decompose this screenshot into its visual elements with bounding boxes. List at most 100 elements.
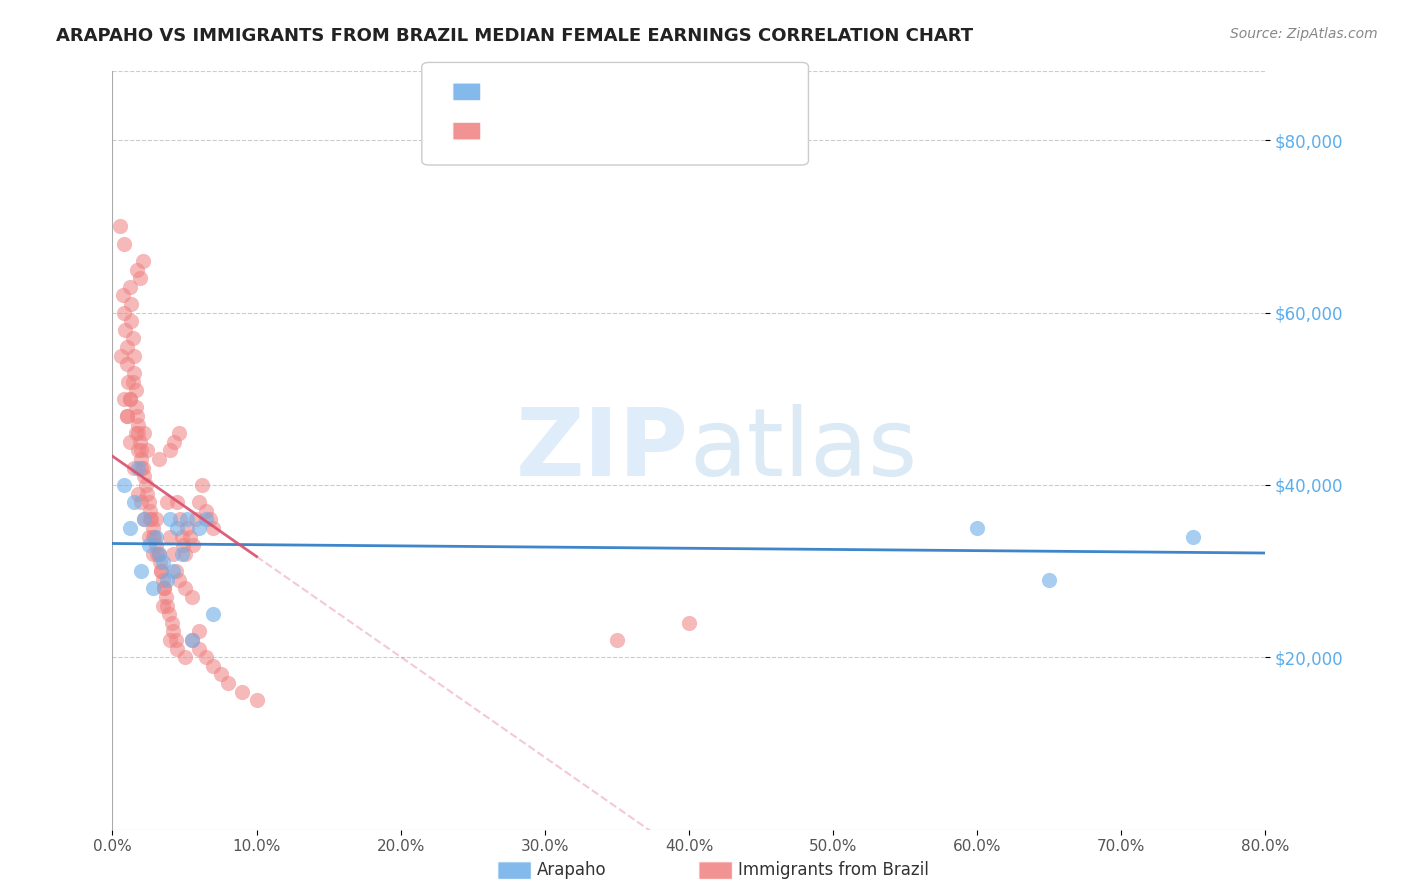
Point — [1038, 573, 1060, 587]
Point — [217, 676, 239, 690]
Point — [145, 538, 167, 552]
Point — [125, 409, 148, 423]
Point — [162, 624, 184, 639]
Point — [179, 530, 201, 544]
Point — [231, 684, 253, 698]
Point — [156, 495, 179, 509]
Point — [139, 512, 162, 526]
Point — [118, 521, 141, 535]
Point — [173, 650, 195, 665]
Point — [146, 547, 169, 561]
Point — [117, 375, 139, 389]
Point — [246, 693, 269, 707]
Point — [167, 426, 190, 441]
Point — [184, 512, 207, 526]
Point — [159, 633, 181, 648]
Text: R =: R = — [494, 124, 529, 138]
Point — [118, 392, 141, 406]
Point — [118, 392, 141, 406]
Point — [163, 434, 186, 449]
Point — [112, 392, 135, 406]
Point — [129, 443, 153, 458]
Point — [129, 452, 153, 467]
Point — [188, 521, 211, 535]
Point — [159, 512, 181, 526]
Text: Immigrants from Brazil: Immigrants from Brazil — [738, 861, 929, 879]
Point — [138, 530, 160, 544]
Point — [678, 615, 700, 630]
Point — [156, 599, 179, 613]
Point — [1182, 530, 1205, 544]
Point — [112, 478, 135, 492]
Point — [134, 426, 156, 441]
Point — [166, 495, 188, 509]
Point — [120, 297, 142, 311]
Point — [191, 478, 214, 492]
Point — [141, 512, 163, 526]
Point — [152, 599, 174, 613]
Point — [143, 530, 166, 544]
Point — [136, 486, 159, 500]
Point — [162, 547, 184, 561]
Point — [124, 383, 146, 397]
Point — [606, 633, 628, 648]
Point — [195, 650, 218, 665]
Point — [166, 641, 188, 656]
Point — [139, 504, 162, 518]
Point — [170, 547, 193, 561]
Point — [195, 512, 218, 526]
Point — [202, 521, 225, 535]
Point — [150, 564, 173, 578]
Point — [145, 530, 167, 544]
Point — [155, 590, 177, 604]
Point — [124, 401, 146, 415]
Point — [121, 331, 143, 345]
Point — [115, 357, 138, 371]
Point — [156, 573, 179, 587]
Point — [124, 426, 146, 441]
Point — [114, 323, 136, 337]
Text: R =: R = — [494, 85, 529, 99]
Point — [138, 495, 160, 509]
Point — [128, 271, 150, 285]
Point — [127, 417, 149, 432]
Point — [173, 547, 195, 561]
Point — [142, 547, 165, 561]
Text: N = 111: N = 111 — [620, 124, 692, 138]
Point — [134, 512, 156, 526]
Point — [118, 434, 141, 449]
Point — [110, 349, 132, 363]
Point — [129, 564, 153, 578]
Point — [135, 478, 157, 492]
Point — [180, 633, 202, 648]
Point — [150, 564, 173, 578]
Point — [195, 504, 218, 518]
Point — [200, 512, 222, 526]
Point — [127, 460, 149, 475]
Point — [188, 624, 211, 639]
Point — [176, 521, 198, 535]
Text: Arapaho: Arapaho — [537, 861, 607, 879]
Point — [134, 512, 156, 526]
Point — [111, 288, 134, 302]
Point — [172, 538, 194, 552]
Point — [167, 573, 190, 587]
Point — [202, 607, 225, 622]
Point — [142, 521, 165, 535]
Point — [142, 530, 165, 544]
Point — [149, 556, 172, 570]
Point — [148, 452, 170, 467]
Point — [122, 366, 145, 380]
Point — [166, 521, 188, 535]
Point — [160, 615, 183, 630]
Point — [142, 582, 165, 596]
Text: Source: ZipAtlas.com: Source: ZipAtlas.com — [1230, 27, 1378, 41]
Point — [127, 486, 149, 500]
Point — [966, 521, 988, 535]
Point — [148, 547, 170, 561]
Point — [162, 564, 184, 578]
Text: atlas: atlas — [689, 404, 917, 497]
Point — [115, 409, 138, 423]
Point — [132, 460, 155, 475]
Point — [165, 633, 187, 648]
